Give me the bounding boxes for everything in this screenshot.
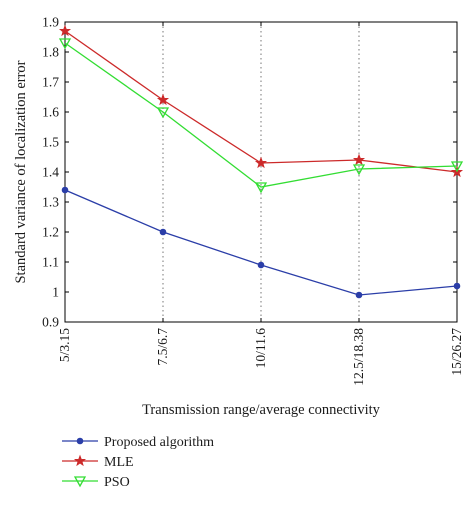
y-tick-label: 1.7 <box>42 75 59 90</box>
x-tick-label: 10/11.6 <box>253 328 268 369</box>
y-axis-ticks: 0.9 1 1.1 1.2 1.3 1.4 1.5 1.6 1.7 1.8 1.9 <box>42 15 457 330</box>
data-point-proposed-algorithm <box>159 228 167 236</box>
y-tick-label: 1.6 <box>42 105 59 120</box>
legend-marker-mle <box>73 454 87 467</box>
data-point-mle <box>254 156 268 169</box>
y-tick-label: 1.1 <box>42 255 59 270</box>
data-point-pso <box>58 38 72 50</box>
y-tick-label: 1.2 <box>42 225 59 240</box>
series-line-mle <box>64 30 458 173</box>
x-tick-label: 15/26.27 <box>449 328 464 376</box>
data-point-pso <box>156 107 170 119</box>
x-tick-label: 7.5/6.7 <box>155 328 170 366</box>
y-tick-label: 1.8 <box>42 45 59 60</box>
legend-label-mle: MLE <box>104 455 134 470</box>
series-line-pso <box>64 42 458 188</box>
y-tick-label: 1.4 <box>42 165 59 180</box>
x-tick-label: 12.5/18.38 <box>351 328 366 386</box>
data-series <box>58 24 464 299</box>
x-axis-ticks: 5/3.15 7.5/6.7 10/11.6 12.5/18.38 15/26.27 <box>57 22 464 386</box>
y-axis-label: Standard variance of localization error <box>13 60 29 283</box>
x-axis-label: Transmission range/average connectivity <box>142 402 381 418</box>
data-point-proposed-algorithm <box>355 291 363 299</box>
y-tick-label: 1.3 <box>42 195 59 210</box>
vertical-grid-lines <box>162 22 360 322</box>
y-tick-label: 0.9 <box>42 315 59 330</box>
data-point-proposed-algorithm <box>453 282 461 290</box>
y-tick-label: 1 <box>52 285 59 300</box>
x-tick-label: 5/3.15 <box>57 328 72 362</box>
y-tick-label: 1.9 <box>42 15 59 30</box>
y-tick-label: 1.5 <box>42 135 59 150</box>
data-point-proposed-algorithm <box>61 186 69 194</box>
legend: Proposed algorithm MLE PSO <box>62 435 214 490</box>
data-point-mle <box>156 93 170 106</box>
legend-label-pso: PSO <box>104 475 130 490</box>
legend-label-proposed-algorithm: Proposed algorithm <box>104 435 214 450</box>
data-point-mle <box>58 24 72 37</box>
legend-marker-pso <box>73 476 87 488</box>
data-point-proposed-algorithm <box>257 261 265 269</box>
data-point-pso <box>450 161 464 173</box>
data-point-pso <box>352 164 366 176</box>
legend-marker-proposed-algorithm <box>76 437 84 445</box>
data-point-mle <box>352 153 366 166</box>
data-point-pso <box>254 182 268 194</box>
